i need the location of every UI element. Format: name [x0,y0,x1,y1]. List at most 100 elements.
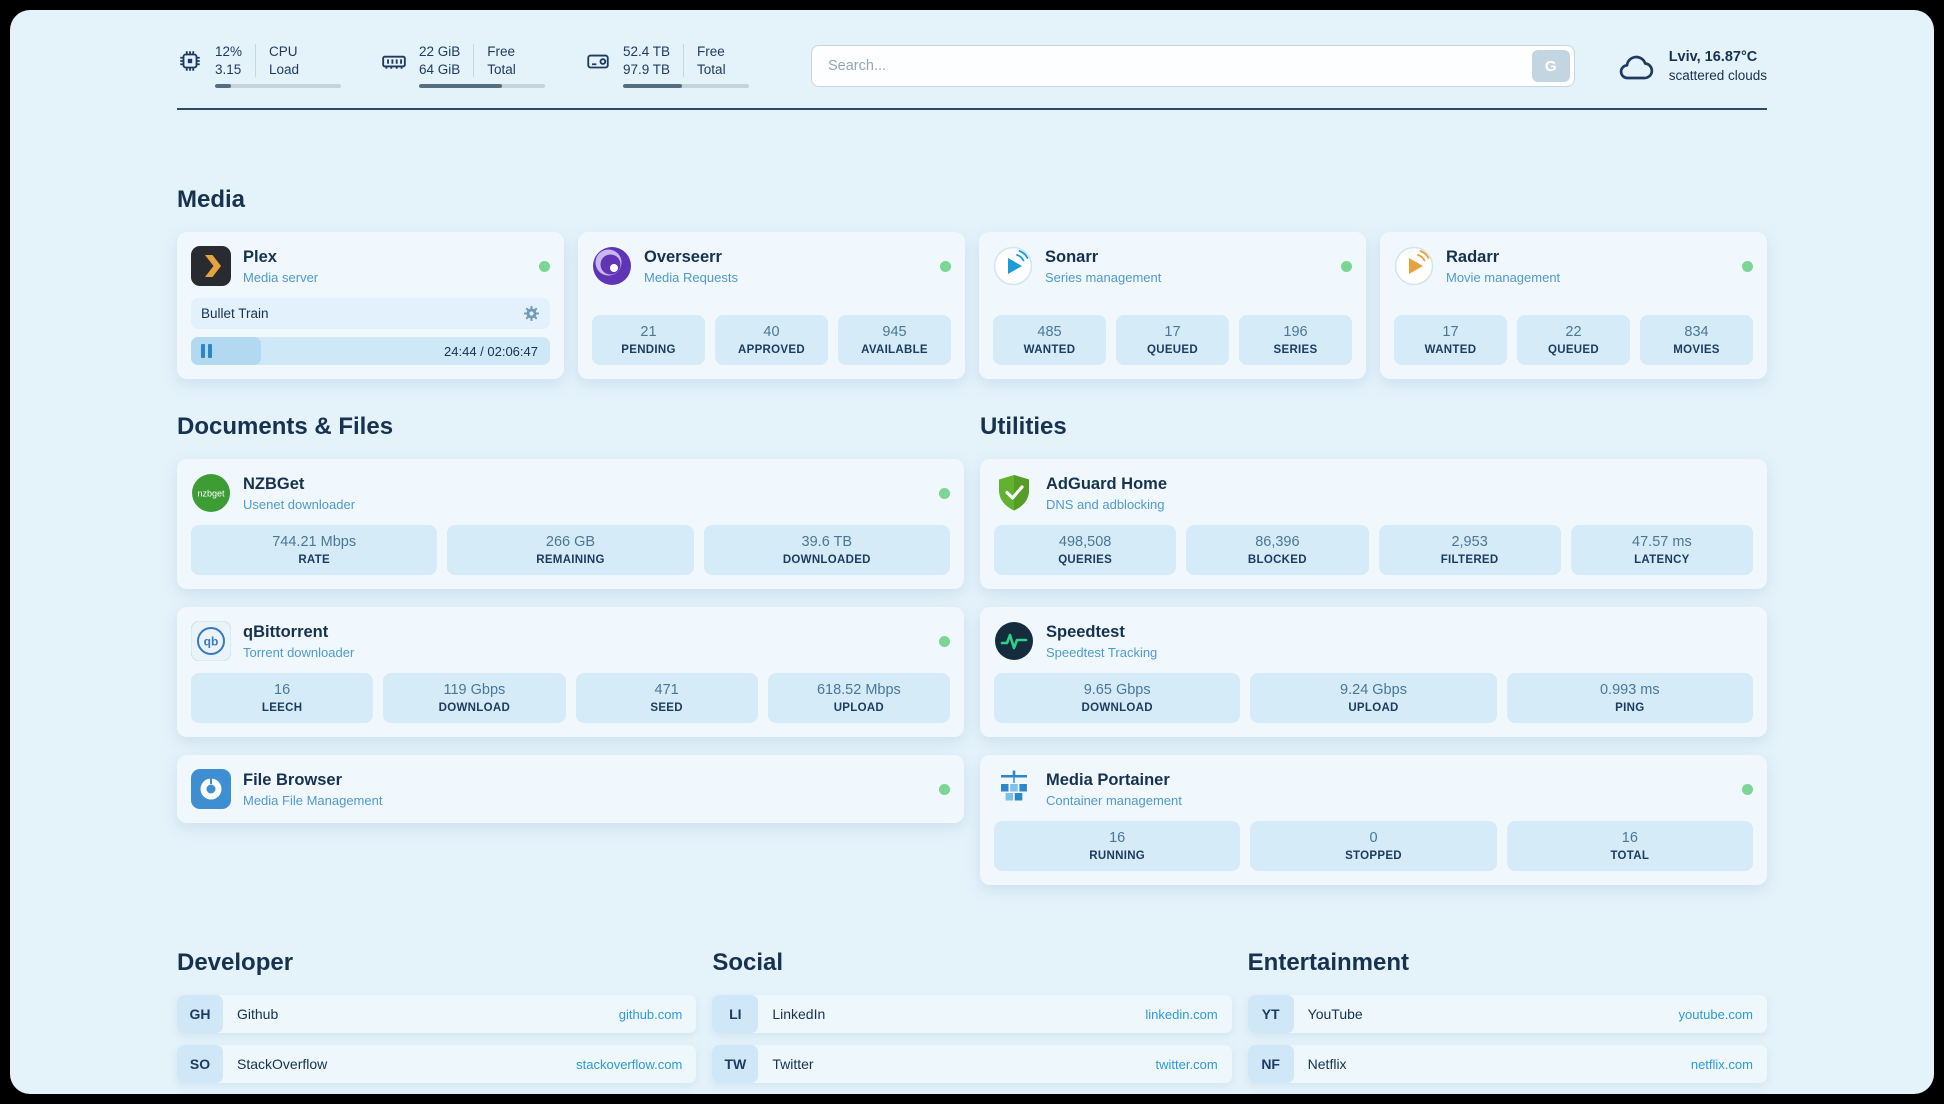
stat-label: UPLOAD [833,702,885,714]
cpu-label-1: CPU [269,44,298,59]
bookmark-github[interactable]: GH Github github.com [177,995,697,1033]
service-card-speedtest[interactable]: Speedtest Speedtest Tracking 9.65 Gbps D… [980,607,1767,737]
memory-label-1: Free [487,44,516,59]
service-card-overseerr[interactable]: Overseerr Media Requests 21 PENDING 40 A… [578,232,965,379]
stat-box: 618.52 Mbps UPLOAD [767,673,950,723]
service-name: Plex [243,247,277,266]
bookmark-youtube[interactable]: YT YouTube youtube.com [1247,995,1767,1033]
service-stats: 16 LEECH 119 Gbps DOWNLOAD 471 SEED 61 [191,661,950,723]
memory-progress-track [419,84,545,88]
service-card-qbittorrent[interactable]: qb qBittorrent Torrent downloader 16 LEE… [177,607,964,737]
bookmarks-row: Developer GH Github github.com SO StackO… [177,949,1767,1094]
cpu-percent: 12% [215,44,243,59]
settings-gear-icon[interactable] [523,305,540,322]
stat-box: 0 STOPPED [1250,821,1497,871]
service-description: Usenet downloader [243,496,356,512]
weather-condition: scattered clouds [1668,68,1767,83]
stat-box: 834 MOVIES [1640,315,1753,365]
stat-value: 9.24 Gbps [1340,682,1407,698]
memory-widget: 22 GiB 64 GiB Free Total [361,44,565,88]
stat-box: 9.65 Gbps DOWNLOAD [994,673,1241,723]
disk-progress-track [623,84,749,88]
media-section-title: Media [177,186,246,213]
bookmark-twitter[interactable]: TW Twitter twitter.com [712,1045,1232,1083]
status-dot [939,783,950,795]
middle-columns: Documents & Files nzbget NZBGet U [177,413,1767,885]
stat-label: WANTED [1424,344,1477,356]
stat-label: BLOCKED [1247,554,1307,566]
stat-label: PENDING [621,344,676,356]
service-description: Speedtest Tracking [1046,644,1158,660]
stat-label: MOVIES [1673,344,1720,356]
bookmark-netflix[interactable]: NF Netflix netflix.com [1247,1045,1767,1083]
stat-label: SEED [650,702,683,714]
section-media: Media Plex Media server [177,186,1767,379]
service-card-nzbget[interactable]: nzbget NZBGet Usenet downloader 744.21 M… [177,459,964,589]
stat-box: 485 WANTED [993,315,1106,365]
stat-label: APPROVED [738,344,805,356]
stat-value: 2,953 [1451,534,1488,550]
cpu-widget: 12% 3.15 CPU Load [177,44,361,88]
cpu-progress-fill [215,84,232,88]
memory-total-value: 64 GiB [419,62,461,77]
service-card-sonarr[interactable]: Sonarr Series management 485 WANTED 17 Q… [979,232,1366,379]
service-name: Speedtest [1046,622,1125,641]
pause-icon[interactable] [201,344,212,358]
bookmark-linkedin[interactable]: LI LinkedIn linkedin.com [712,995,1232,1033]
stat-value: 834 [1684,324,1709,340]
service-card-adguard[interactable]: AdGuard Home DNS and adblocking 498,508 … [980,459,1767,589]
service-stats: 17 WANTED 22 QUEUED 834 MOVIES [1394,303,1753,365]
bookmark-url: netflix.com [1690,1056,1753,1072]
stat-label: QUEUED [1547,344,1599,356]
service-card-radarr[interactable]: Radarr Movie management 17 WANTED 22 QUE… [1380,232,1767,379]
search-engine-button[interactable]: G [1531,50,1570,82]
stat-value: 266 GB [545,534,596,550]
service-description: Torrent downloader [243,644,355,660]
stat-value: 471 [654,682,679,698]
search-input[interactable] [811,45,1575,87]
service-description: Container management [1046,792,1182,808]
stat-label: DOWNLOADED [782,554,871,566]
cloud-icon [1617,48,1657,88]
radarr-icon [1394,246,1434,286]
stat-value: 196 [1283,324,1308,340]
disk-progress-fill [623,84,683,88]
service-description: Media Requests [644,269,738,285]
status-dot [1341,260,1352,272]
search-bar: G [811,45,1575,87]
stat-box: 945 AVAILABLE [838,315,951,365]
stat-label: SERIES [1273,344,1318,356]
status-dot [939,635,950,647]
stat-value: 0.993 ms [1599,682,1660,698]
service-card-portainer[interactable]: Media Portainer Container management 16 … [980,755,1767,885]
weather-location: Lviv, 16.87°C [1668,49,1758,65]
bookmark-name: YouTube [1307,1006,1363,1022]
bookmark-abbr: LI [712,995,759,1033]
cpu-label-2: Load [269,62,300,77]
stat-label: LEECH [261,702,303,714]
service-card-plex[interactable]: Plex Media server Bullet Train [177,232,564,379]
bookmark-url: twitter.com [1155,1056,1218,1072]
bookmark-url: github.com [618,1006,683,1022]
bookmark-name: StackOverflow [237,1056,328,1072]
stat-box: 744.21 Mbps RATE [191,525,438,575]
stat-label: RUNNING [1089,850,1146,862]
bookmark-name: LinkedIn [772,1006,826,1022]
bookmark-group-developer: Developer GH Github github.com SO StackO… [177,949,697,1094]
bookmark-stackoverflow[interactable]: SO StackOverflow stackoverflow.com [177,1045,697,1083]
playback-progress-bar[interactable]: 24:44 / 02:06:47 [191,337,550,365]
bookmark-abbr: NF [1247,1045,1294,1083]
svg-text:qb: qb [204,635,219,649]
disk-label-1: Free [697,44,725,59]
bookmark-abbr: TW [712,1045,759,1083]
stat-box: 196 SERIES [1239,315,1352,365]
stat-label: DOWNLOAD [1081,702,1153,714]
stat-value: 16 [1109,830,1126,846]
nzbget-icon: nzbget [191,473,231,513]
stat-label: QUEUED [1146,344,1198,356]
service-description: Movie management [1446,269,1561,285]
disk-widget: 52.4 TB 97.9 TB Free Total [565,44,769,88]
service-card-filebrowser[interactable]: File Browser Media File Management [177,755,964,823]
stat-label: DOWNLOAD [438,702,511,714]
